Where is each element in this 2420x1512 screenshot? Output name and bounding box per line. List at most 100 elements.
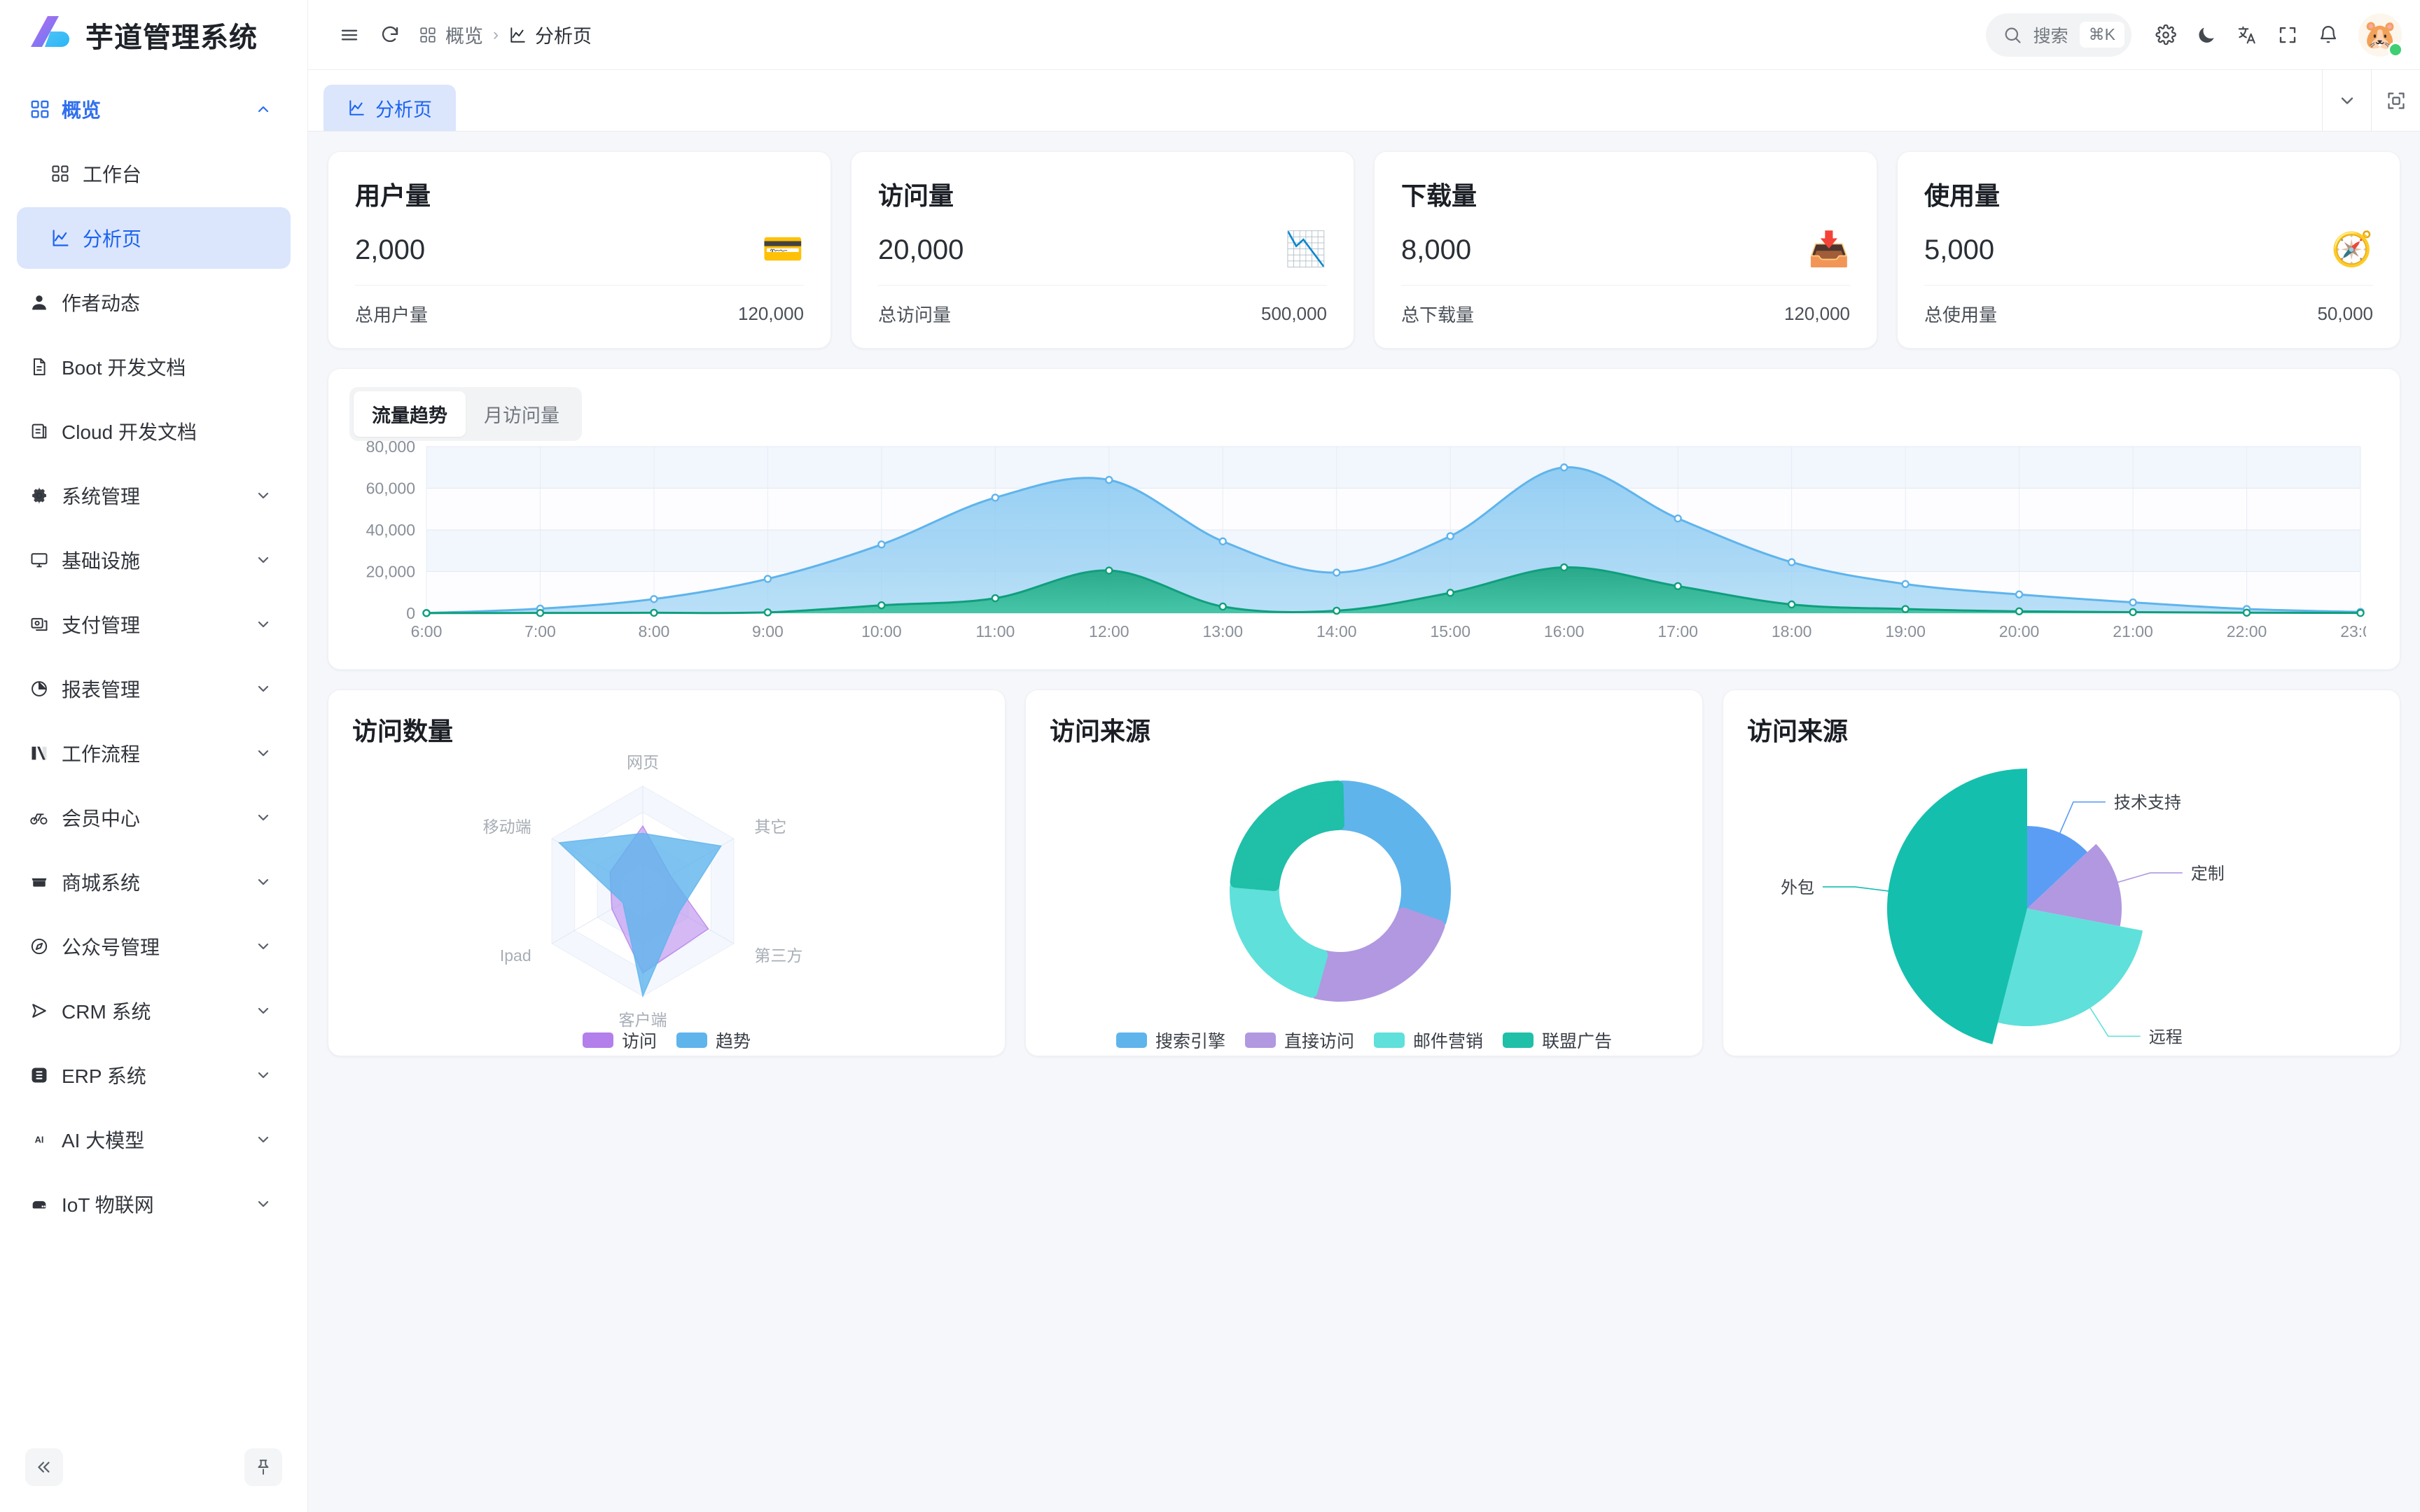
hamburger-icon[interactable] [329,15,370,55]
breadcrumb-item-analysis[interactable]: 分析页 [508,21,592,48]
sidebar-item-overview[interactable]: 概览 [17,78,291,140]
legend-item[interactable]: 直接访问 [1244,1028,1354,1053]
document-icon [29,357,62,377]
sidebar-item-payment-mgmt[interactable]: 支付管理 [17,594,291,655]
sidebar-item-boot-docs[interactable]: Boot 开发文档 [17,336,291,398]
svg-text:16:00: 16:00 [1544,622,1585,640]
monitor-icon [29,550,62,570]
sidebar-item-infrastructure[interactable]: 基础设施 [17,529,291,591]
copy-document-icon [29,421,62,441]
app-logo-icon [27,15,70,55]
sidebar-item-cloud-docs[interactable]: Cloud 开发文档 [17,400,291,462]
breadcrumb-separator: › [493,24,499,44]
legend-swatch [1374,1032,1405,1048]
stat-footer: 总访问量 500,000 [878,301,1327,327]
sidebar-item-author-news[interactable]: 作者动态 [17,272,291,333]
chart-line-icon [508,26,527,44]
gear-icon [29,486,62,505]
tab-analysis[interactable]: 分析页 [324,85,456,131]
svg-text:23:00: 23:00 [2340,622,2366,640]
breadcrumb-item-overview[interactable]: 概览 [419,21,483,48]
gear-icon[interactable] [2146,15,2186,55]
chart-line-icon [50,228,83,248]
divider [1924,285,2373,286]
moon-icon[interactable] [2186,15,2227,55]
double-chevron-left-icon[interactable] [25,1448,63,1486]
legend-item[interactable]: 搜索引擎 [1115,1028,1225,1053]
svg-text:客户端: 客户端 [619,1011,667,1028]
ai-icon: AI [29,1130,62,1149]
chevron-up-icon [251,101,275,118]
sidebar: 芋道管理系统 概览 [0,0,308,1512]
sidebar-item-iot[interactable]: IoT 物联网 [17,1173,291,1235]
bell-icon[interactable] [2308,15,2349,55]
search-icon [2003,25,2022,45]
segment-traffic-trend[interactable]: 流量趋势 [354,391,466,437]
pie-percent-icon: 📉 [1285,231,1327,268]
sidebar-item-ai-model[interactable]: AI AI 大模型 [17,1109,291,1170]
legend-item[interactable]: 邮件营销 [1374,1028,1483,1053]
svg-text:第三方: 第三方 [754,946,802,965]
svg-text:19:00: 19:00 [1885,622,1926,640]
search-input[interactable]: 搜索 ⌘K [1985,13,2132,57]
search-shortcut: ⌘K [2079,22,2125,48]
tab-label: 分析页 [375,99,432,120]
svg-text:6:00: 6:00 [411,622,443,640]
erp-icon [29,1065,62,1085]
segment-monthly-visits[interactable]: 月访问量 [484,405,559,426]
sidebar-item-label: Boot 开发文档 [62,357,186,379]
avatar[interactable]: 🐹 [2358,13,2403,57]
send-icon [29,1001,62,1021]
grid-icon [50,164,83,183]
legend-item[interactable]: 联盟广告 [1503,1028,1612,1053]
svg-text:11:00: 11:00 [975,622,1015,640]
fullscreen-icon[interactable] [2267,15,2308,55]
svg-text:80,000: 80,000 [366,441,415,456]
translate-icon[interactable] [2227,15,2267,55]
legend-item[interactable]: 趋势 [676,1028,751,1053]
sidebar-item-crm-system[interactable]: CRM 系统 [17,980,291,1042]
sidebar-item-mall-system[interactable]: 商城系统 [17,851,291,913]
sidebar-item-workbench[interactable]: 工作台 [17,143,291,204]
grid-icon [419,26,437,44]
svg-text:AI: AI [35,1135,44,1145]
brand[interactable]: 芋道管理系统 [0,0,307,70]
pin-icon[interactable] [244,1448,282,1486]
svg-text:网页: 网页 [627,753,659,771]
sidebar-item-label: ERP 系统 [62,1065,146,1087]
refresh-icon[interactable] [370,15,410,55]
svg-text:技术支持: 技术支持 [2114,794,2181,813]
legend-label: 直接访问 [1284,1032,1354,1051]
svg-text:远程: 远程 [2149,1028,2183,1046]
sidebar-item-workflow[interactable]: 工作流程 [17,722,291,784]
trend-segmented-control: 流量趋势 月访问量 [349,387,582,441]
sidebar-item-label: IoT 物联网 [62,1194,154,1216]
sidebar-item-erp-system[interactable]: ERP 系统 [17,1044,291,1106]
stat-cards-row: 用户量 2,000 💳 总用户量 120,000 访问量 20,000 [328,151,2400,349]
sidebar-item-label: 分析页 [83,228,142,250]
sidebar-item-system-mgmt[interactable]: 系统管理 [17,465,291,526]
bicycle-icon [29,808,62,827]
sidebar-item-label: 工作流程 [62,743,141,765]
tabs-bar: 分析页 [308,70,2420,132]
chevron-down-icon [251,552,275,568]
svg-text:17:00: 17:00 [1657,622,1698,640]
trend-card: 流量趋势 月访问量 0 20,000 40,000 60,000 80,000 6:00 7… [328,368,2400,670]
chevron-down-icon [251,1131,275,1148]
stat-card-visits: 访问量 20,000 📉 总访问量 500,000 [851,151,1354,349]
legend-item[interactable]: 访问 [582,1028,657,1053]
legend-label: 访问 [621,1032,657,1051]
sidebar-item-label: 商城系统 [62,872,141,894]
stat-value: 2,000 [355,234,426,265]
sidebar-item-member-center[interactable]: 会员中心 [17,787,291,848]
sidebar-item-label: 报表管理 [62,679,141,701]
sidebar-item-report-mgmt[interactable]: 报表管理 [17,658,291,720]
svg-text:20:00: 20:00 [1999,622,2040,640]
sidebar-item-official-account[interactable]: 公众号管理 [17,916,291,977]
content-fullscreen-icon[interactable] [2371,70,2420,131]
divider [1401,285,1850,286]
svg-text:18:00: 18:00 [1772,622,1812,640]
sidebar-item-analysis[interactable]: 分析页 [17,207,291,269]
chevron-down-icon[interactable] [2322,70,2371,131]
